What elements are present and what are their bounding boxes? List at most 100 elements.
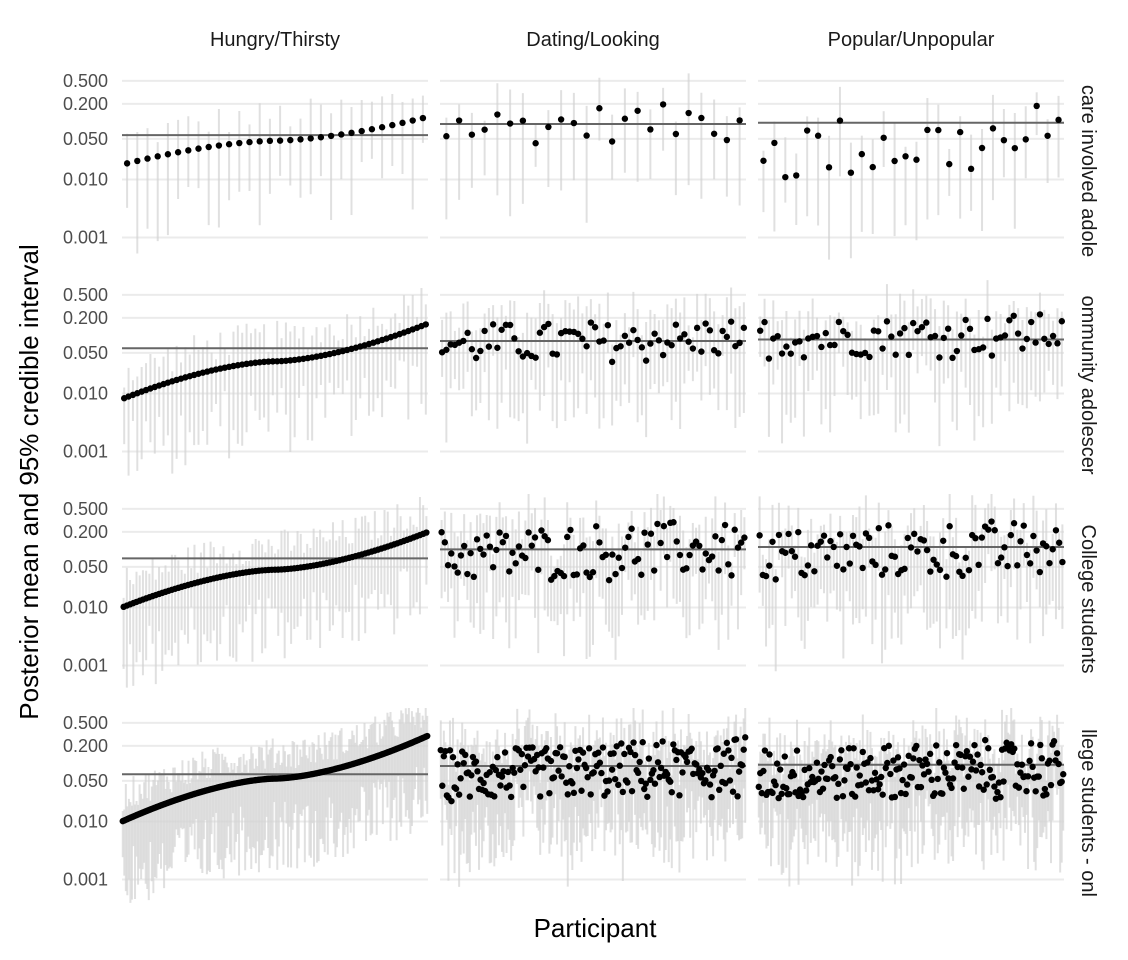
- posterior-mean-point: [1055, 116, 1062, 124]
- posterior-mean-point: [672, 130, 680, 138]
- posterior-mean-point: [545, 320, 552, 328]
- posterior-mean-point: [899, 776, 906, 784]
- posterior-mean-point: [517, 766, 524, 773]
- posterior-mean-point: [977, 761, 984, 769]
- posterior-mean-point: [856, 543, 863, 550]
- posterior-mean-point: [878, 571, 886, 578]
- posterior-mean-point: [723, 739, 731, 747]
- posterior-mean-point: [123, 160, 131, 167]
- posterior-mean-point: [737, 539, 745, 546]
- posterior-mean-point: [952, 741, 960, 749]
- posterior-mean-point: [605, 576, 613, 584]
- posterior-mean-point: [1046, 559, 1053, 567]
- posterior-mean-point: [963, 748, 971, 755]
- posterior-mean-point: [712, 533, 719, 540]
- posterior-mean-point: [773, 760, 781, 767]
- posterior-mean-point: [760, 767, 767, 775]
- posterior-mean-point: [827, 753, 834, 761]
- posterior-mean-point: [492, 766, 500, 774]
- posterior-mean-point: [944, 325, 952, 332]
- posterior-mean-point: [914, 548, 921, 555]
- posterior-mean-point: [736, 339, 743, 347]
- posterior-mean-point: [469, 753, 477, 761]
- posterior-mean-point: [862, 779, 870, 786]
- posterior-mean-point: [885, 742, 893, 750]
- posterior-mean-point: [389, 121, 396, 129]
- posterior-mean-point: [535, 764, 542, 771]
- posterior-mean-point: [584, 774, 591, 781]
- posterior-mean-point: [457, 552, 465, 559]
- posterior-mean-point: [1001, 544, 1008, 551]
- posterior-mean-point: [654, 520, 661, 528]
- posterior-mean-point: [772, 576, 779, 583]
- posterior-mean-point: [1041, 785, 1049, 793]
- row-strips: care involved adole ommunity adolescer Col…: [1077, 85, 1099, 897]
- facet-panel: [438, 494, 748, 667]
- posterior-mean-point: [529, 744, 536, 751]
- posterior-mean-point: [657, 539, 664, 547]
- posterior-mean-point: [653, 741, 660, 749]
- posterior-mean-point: [849, 532, 857, 540]
- posterior-mean-point: [668, 342, 675, 349]
- posterior-mean-point: [714, 745, 721, 752]
- posterior-mean-point: [1054, 340, 1061, 347]
- posterior-mean-point: [532, 140, 539, 147]
- posterior-mean-point: [638, 571, 645, 578]
- posterior-mean-point: [1014, 761, 1021, 768]
- posterior-mean-point: [564, 533, 571, 541]
- posterior-mean-point: [720, 750, 728, 757]
- posterior-mean-point: [718, 536, 726, 544]
- posterior-mean-point: [853, 764, 860, 771]
- column-strip-label: Dating/Looking: [526, 29, 659, 51]
- posterior-mean-point: [467, 549, 474, 557]
- posterior-mean-point: [775, 531, 783, 539]
- posterior-mean-point: [483, 532, 490, 539]
- posterior-mean-point: [933, 561, 940, 568]
- posterior-mean-point: [916, 756, 923, 764]
- posterior-mean-point: [1044, 132, 1051, 139]
- posterior-mean-point: [195, 145, 202, 152]
- posterior-mean-point: [769, 789, 776, 797]
- posterior-mean-point: [460, 542, 468, 550]
- posterior-mean-point: [538, 527, 545, 534]
- posterior-mean-point: [624, 779, 631, 786]
- posterior-mean-point: [825, 164, 833, 171]
- posterior-mean-point: [553, 351, 561, 358]
- posterior-mean-point: [880, 134, 887, 141]
- posterior-mean-point: [276, 137, 284, 144]
- posterior-mean-point: [486, 543, 494, 550]
- y-tick-label: 0.500: [63, 499, 108, 519]
- posterior-mean-point: [917, 783, 925, 791]
- posterior-mean-point: [585, 745, 593, 752]
- posterior-mean-point: [716, 786, 723, 794]
- posterior-mean-point: [693, 761, 700, 768]
- posterior-mean-point: [846, 560, 853, 567]
- posterior-mean-point: [1037, 741, 1044, 749]
- posterior-mean-point: [901, 565, 908, 573]
- posterior-mean-point: [598, 769, 605, 777]
- posterior-mean-point: [561, 753, 568, 761]
- posterior-mean-point: [657, 764, 665, 772]
- posterior-mean-point: [832, 773, 839, 781]
- posterior-mean-point: [609, 551, 616, 558]
- posterior-mean-point: [905, 351, 913, 359]
- posterior-mean-point: [972, 534, 979, 542]
- posterior-mean-point: [882, 566, 889, 573]
- posterior-mean-point: [466, 793, 474, 800]
- posterior-mean-point: [446, 747, 454, 754]
- posterior-mean-point: [518, 750, 526, 758]
- posterior-mean-point: [1047, 781, 1055, 789]
- posterior-mean-point: [859, 564, 866, 572]
- posterior-mean-point: [647, 776, 654, 784]
- posterior-mean-point: [1000, 778, 1007, 785]
- posterior-mean-point: [772, 781, 779, 789]
- facet-panel: [438, 287, 748, 453]
- posterior-mean-point: [872, 561, 879, 569]
- posterior-mean-point: [1030, 532, 1037, 540]
- posterior-mean-point: [1060, 771, 1067, 778]
- posterior-mean-point: [636, 758, 643, 766]
- posterior-mean-point: [803, 127, 811, 134]
- posterior-mean-point: [443, 133, 450, 140]
- posterior-mean-point: [1023, 787, 1030, 795]
- posterior-mean-point: [470, 573, 478, 581]
